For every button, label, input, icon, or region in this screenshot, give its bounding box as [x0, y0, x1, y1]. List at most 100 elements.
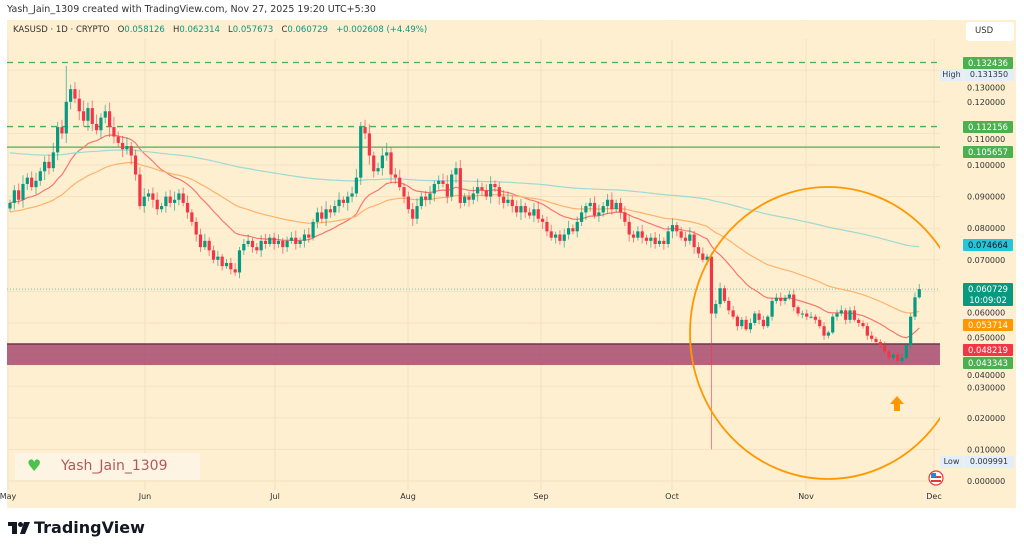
price-label-value: 0.053714 — [968, 320, 1008, 331]
price-label-value: 0.048219 — [968, 345, 1008, 356]
candle-body — [562, 234, 566, 241]
moving-average-line-ema_slow — [9, 149, 920, 248]
candle-body — [575, 221, 579, 232]
candle-body — [151, 193, 155, 200]
candle-body — [367, 133, 371, 156]
candle-body — [43, 161, 47, 172]
time-tick-label: Aug — [400, 492, 416, 501]
support-zone — [7, 343, 940, 366]
candle-body — [822, 326, 826, 336]
candle-body — [662, 240, 666, 244]
low-label: L — [228, 25, 233, 35]
candle-body — [346, 196, 350, 203]
tradingview-brand-name: TradingView — [34, 518, 145, 537]
price-label-value: 0.132436 — [968, 57, 1008, 68]
candle-body — [571, 228, 575, 232]
candle-body — [34, 180, 38, 188]
candle-body — [385, 152, 389, 156]
tradingview-logo[interactable]: TradingView — [8, 518, 145, 537]
candle-body — [64, 101, 68, 134]
candle-body — [142, 196, 146, 207]
candle-body — [450, 174, 454, 197]
price-axis[interactable] — [940, 20, 1016, 508]
candle-body — [17, 190, 21, 200]
candle-body — [805, 313, 809, 317]
candle-body — [727, 300, 731, 311]
candle-body — [138, 174, 142, 207]
candle-body — [796, 307, 800, 314]
candle-body — [237, 250, 242, 273]
candle-body — [688, 234, 692, 241]
candle-body — [159, 206, 164, 210]
green-heart-icon: ♥ — [27, 456, 42, 475]
price-tick-label: 0.020000 — [967, 414, 1005, 423]
symbol-info[interactable]: KASUSD · 1D · CRYPTO — [13, 25, 110, 35]
candle-body — [549, 231, 553, 238]
candle-body — [653, 237, 657, 244]
candle-body — [216, 256, 220, 260]
candle-body — [125, 146, 129, 150]
candle-body — [913, 297, 917, 317]
candle-body — [714, 304, 718, 314]
candle-body — [510, 199, 514, 207]
candle-body — [419, 196, 423, 207]
candle-body — [294, 237, 298, 244]
price-tick-label: 0.040000 — [967, 371, 1005, 380]
candle-body — [489, 183, 493, 197]
candle-body — [120, 142, 125, 150]
candle-body — [476, 187, 480, 194]
candle-body — [441, 180, 445, 184]
time-tick-label: May — [0, 492, 17, 501]
candle-body — [579, 212, 584, 222]
candle-body — [337, 199, 341, 207]
price-label: 0.060729 10:09:02 — [963, 283, 1013, 307]
candle-body — [185, 202, 190, 213]
candle-body — [333, 206, 337, 213]
candle-body — [779, 297, 783, 301]
candle-body — [389, 152, 393, 175]
candle-body — [917, 289, 921, 298]
candle-body — [328, 209, 333, 213]
candle-body — [679, 231, 683, 238]
currency-button[interactable]: USD — [966, 22, 1014, 41]
tradingview-logo-icon — [8, 521, 30, 534]
candle-body — [800, 313, 804, 315]
candle-body — [168, 196, 172, 203]
candle-body — [874, 338, 878, 342]
candle-body — [86, 108, 90, 121]
candle-body — [601, 206, 605, 213]
candle-body — [831, 316, 835, 333]
close-label: C — [281, 25, 288, 35]
change-value: +0.002608 (+4.49%) — [336, 25, 428, 35]
candle-body — [30, 177, 34, 188]
support-zone-rect — [7, 344, 940, 366]
candle-body — [372, 155, 376, 172]
candle-body — [198, 234, 203, 248]
candle-body — [644, 237, 649, 241]
candle-body — [709, 256, 714, 314]
candle-body — [112, 127, 116, 137]
candle-body — [207, 240, 211, 251]
candle-body — [766, 316, 770, 327]
candle-body — [783, 297, 787, 301]
candle-body — [844, 310, 848, 320]
candle-body — [597, 212, 601, 216]
candle-body — [605, 199, 610, 207]
candle-body — [177, 193, 181, 200]
candle-body — [445, 183, 449, 197]
candle-body — [592, 202, 597, 216]
candle-body — [315, 212, 320, 222]
candle-body — [666, 231, 670, 244]
candle-body — [393, 174, 397, 178]
candle-body — [77, 98, 81, 112]
candle-body — [116, 136, 120, 143]
candle-body — [540, 218, 545, 222]
candle-body — [787, 294, 791, 298]
candle-body — [242, 244, 246, 251]
candle-body — [835, 313, 839, 317]
candle-body — [289, 237, 294, 241]
high-label: H — [172, 25, 180, 35]
candle-body — [627, 221, 631, 235]
candle-body — [60, 127, 64, 134]
